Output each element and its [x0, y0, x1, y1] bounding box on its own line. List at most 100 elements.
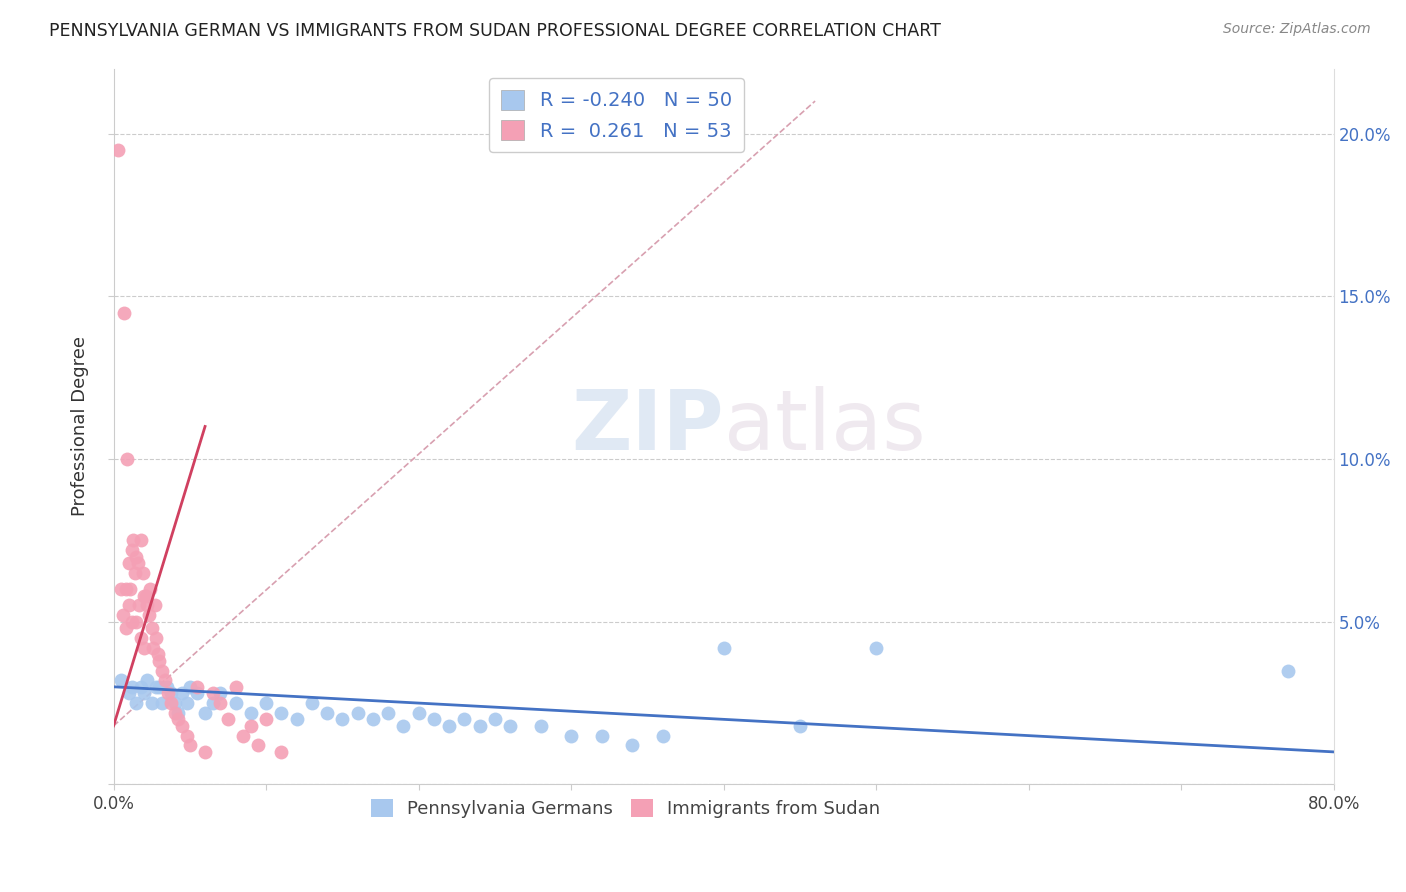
Point: [194, 706, 217, 720]
Point: [118, 686, 141, 700]
Point: [163, 696, 186, 710]
Point: [112, 305, 135, 319]
Point: [129, 533, 152, 548]
Point: [125, 696, 148, 710]
Point: [254, 712, 277, 726]
Point: [129, 631, 152, 645]
Point: [270, 706, 292, 720]
Legend: Pennsylvania Germans, Immigrants from Sudan: Pennsylvania Germans, Immigrants from Su…: [364, 792, 887, 825]
Point: [209, 686, 232, 700]
Point: [160, 696, 183, 710]
Text: atlas: atlas: [724, 386, 925, 467]
Point: [148, 654, 170, 668]
Point: [150, 664, 173, 678]
Point: [560, 729, 582, 743]
Point: [150, 696, 173, 710]
Point: [124, 566, 146, 580]
Point: [186, 686, 208, 700]
Point: [107, 143, 129, 157]
Point: [117, 452, 139, 467]
Point: [217, 712, 239, 726]
Point: [209, 696, 232, 710]
Point: [121, 680, 143, 694]
Point: [453, 712, 475, 726]
Point: [254, 696, 277, 710]
Point: [166, 706, 188, 720]
Point: [143, 599, 166, 613]
Point: [713, 640, 735, 655]
Point: [330, 712, 353, 726]
Point: [176, 696, 198, 710]
Text: Source: ZipAtlas.com: Source: ZipAtlas.com: [1223, 22, 1371, 37]
Point: [138, 608, 160, 623]
Point: [146, 647, 169, 661]
Point: [129, 680, 152, 694]
Point: [110, 673, 132, 688]
Point: [437, 719, 460, 733]
Point: [247, 739, 270, 753]
Point: [128, 599, 150, 613]
Point: [141, 621, 163, 635]
Point: [316, 706, 339, 720]
Point: [789, 719, 811, 733]
Text: PENNSYLVANIA GERMAN VS IMMIGRANTS FROM SUDAN PROFESSIONAL DEGREE CORRELATION CHA: PENNSYLVANIA GERMAN VS IMMIGRANTS FROM S…: [49, 22, 941, 40]
Point: [166, 712, 188, 726]
Point: [110, 582, 132, 597]
Point: [125, 549, 148, 564]
Point: [179, 680, 201, 694]
Point: [1277, 664, 1299, 678]
Point: [392, 719, 415, 733]
Point: [201, 696, 224, 710]
Point: [122, 533, 145, 548]
Point: [423, 712, 446, 726]
Point: [176, 729, 198, 743]
Point: [163, 706, 186, 720]
Point: [301, 696, 323, 710]
Point: [239, 706, 262, 720]
Point: [179, 739, 201, 753]
Point: [591, 729, 613, 743]
Point: [201, 686, 224, 700]
Point: [186, 680, 208, 694]
Point: [136, 599, 159, 613]
Point: [135, 589, 157, 603]
Point: [114, 582, 136, 597]
Point: [865, 640, 887, 655]
Point: [120, 582, 142, 597]
Point: [155, 673, 177, 688]
Point: [499, 719, 522, 733]
Point: [621, 739, 644, 753]
Point: [377, 706, 399, 720]
Point: [194, 745, 217, 759]
Point: [484, 712, 506, 726]
Point: [651, 729, 673, 743]
Point: [121, 543, 143, 558]
Point: [285, 712, 308, 726]
Point: [408, 706, 430, 720]
Point: [148, 680, 170, 694]
Point: [125, 615, 148, 629]
Point: [172, 686, 194, 700]
Point: [132, 640, 155, 655]
Point: [145, 680, 167, 694]
Text: ZIP: ZIP: [571, 386, 724, 467]
Point: [131, 566, 153, 580]
Point: [361, 712, 384, 726]
Point: [136, 673, 159, 688]
Point: [468, 719, 491, 733]
Point: [132, 589, 155, 603]
Y-axis label: Professional Degree: Professional Degree: [72, 336, 89, 516]
Point: [160, 686, 183, 700]
Point: [121, 615, 143, 629]
Point: [142, 640, 165, 655]
Point: [172, 719, 194, 733]
Point: [127, 556, 149, 570]
Point: [156, 680, 179, 694]
Point: [139, 582, 162, 597]
Point: [111, 608, 134, 623]
Point: [141, 696, 163, 710]
Point: [529, 719, 551, 733]
Point: [270, 745, 292, 759]
Point: [145, 631, 167, 645]
Point: [157, 686, 180, 700]
